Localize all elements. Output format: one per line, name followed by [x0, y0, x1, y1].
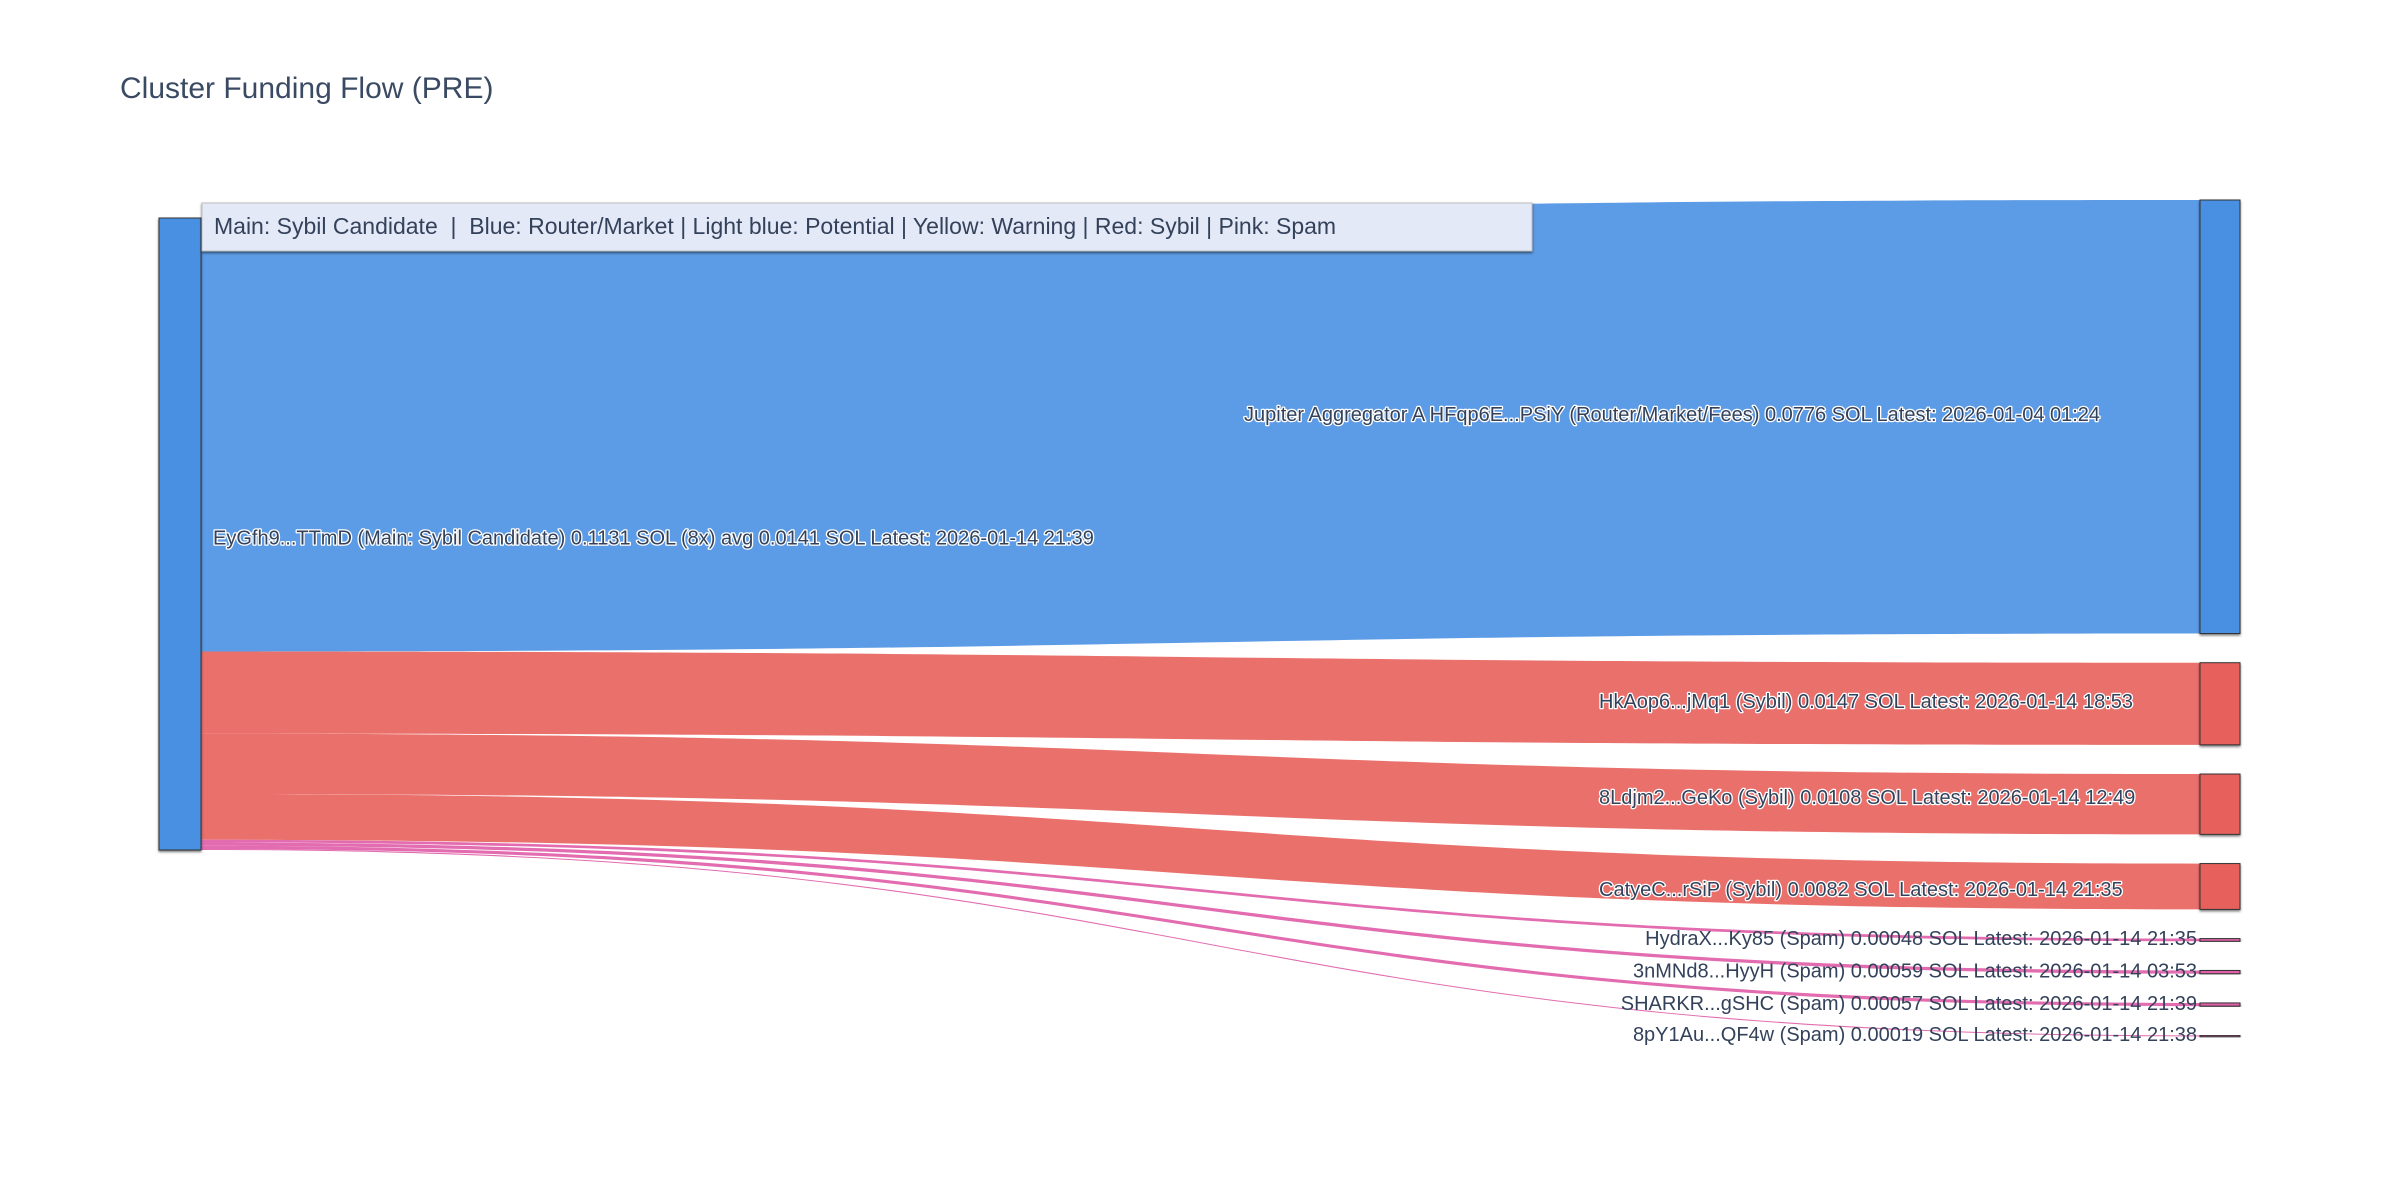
- svg-text:EyGfh9...TTmD (Main: Sybil Can: EyGfh9...TTmD (Main: Sybil Candidate) 0.…: [213, 527, 1094, 549]
- svg-text:Main: Sybil Candidate | Blue: Main: Sybil Candidate | Blue: Router/Mar…: [214, 213, 1336, 239]
- svg-text:HkAop6...jMq1 (Sybil) 0.0147 S: HkAop6...jMq1 (Sybil) 0.0147 SOL Latest:…: [1599, 691, 2133, 713]
- svg-text:SHARKR...gSHC (Spam) 0.00057 S: SHARKR...gSHC (Spam) 0.00057 SOL Latest:…: [1621, 993, 2197, 1015]
- svg-text:3nMNd8...HyyH (Spam) 0.00059 S: 3nMNd8...HyyH (Spam) 0.00059 SOL Latest:…: [1633, 960, 2197, 982]
- svg-text:Jupiter Aggregator A HFqp6E...: Jupiter Aggregator A HFqp6E...PSiY (Rout…: [1244, 404, 2100, 426]
- svg-text:HydraX...Ky85 (Spam) 0.00048 S: HydraX...Ky85 (Spam) 0.00048 SOL Latest:…: [1645, 928, 2197, 950]
- svg-text:8pY1Au...QF4w (Spam) 0.00019 S: 8pY1Au...QF4w (Spam) 0.00019 SOL Latest:…: [1633, 1024, 2197, 1046]
- svg-text:CatyeC...rSiP (Sybil) 0.0082 S: CatyeC...rSiP (Sybil) 0.0082 SOL Latest:…: [1599, 879, 2123, 901]
- svg-text:8Ldjm2...GeKo (Sybil) 0.0108 S: 8Ldjm2...GeKo (Sybil) 0.0108 SOL Latest:…: [1599, 787, 2135, 809]
